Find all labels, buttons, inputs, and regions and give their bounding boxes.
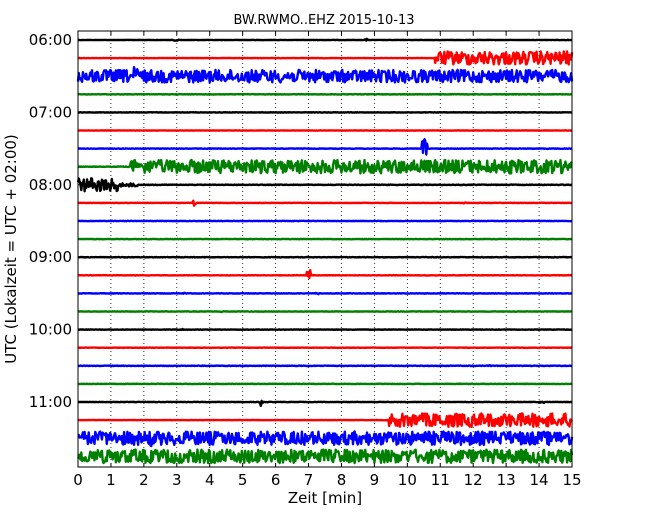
x-tick-label: 0 <box>73 471 83 489</box>
trace-0800 <box>78 178 572 191</box>
chart-title: BW.RWMO..EHZ 2015-10-13 <box>233 13 414 28</box>
x-tick-label: 1 <box>106 471 116 489</box>
trace-0815 <box>78 201 572 206</box>
trace-0845 <box>78 239 572 240</box>
x-tick-label: 14 <box>530 471 549 489</box>
trace-1030 <box>78 365 572 366</box>
x-tick-label: 5 <box>238 471 248 489</box>
x-tick-label: 11 <box>431 471 450 489</box>
trace-0730 <box>78 139 572 154</box>
x-tick-label: 8 <box>337 471 347 489</box>
trace-0630 <box>78 67 572 82</box>
trace-0615 <box>78 51 572 64</box>
x-tick-label: 4 <box>205 471 215 489</box>
x-tick-label: 12 <box>464 471 483 489</box>
y-tick-label: 10:00 <box>29 321 72 339</box>
x-tick-label: 10 <box>398 471 417 489</box>
trace-1115 <box>78 413 572 426</box>
x-tick-label: 6 <box>271 471 281 489</box>
trace-0600 <box>78 39 572 41</box>
trace-0745 <box>78 160 572 173</box>
x-tick-label: 2 <box>139 471 149 489</box>
y-axis-label: UTC (Lokalzeit = UTC + 02:00) <box>2 134 20 364</box>
x-tick-label: 9 <box>370 471 380 489</box>
trace-1145 <box>78 450 572 463</box>
trace-0830 <box>78 221 572 222</box>
y-tick-label: 07:00 <box>29 103 72 121</box>
trace-0945 <box>78 311 572 312</box>
y-tick-label: 11:00 <box>29 393 72 411</box>
trace-0915 <box>78 270 572 278</box>
y-tick-label: 08:00 <box>29 176 72 194</box>
x-tick-label: 13 <box>497 471 516 489</box>
x-tick-label: 7 <box>304 471 314 489</box>
trace-1100 <box>78 401 572 406</box>
trace-1130 <box>78 432 572 447</box>
y-tick-label: 09:00 <box>29 248 72 266</box>
trace-1000 <box>78 329 572 330</box>
x-tick-label: 3 <box>172 471 182 489</box>
x-axis-label: Zeit [min] <box>288 489 362 507</box>
x-tick-label: 15 <box>562 471 581 489</box>
trace-layer <box>78 39 572 463</box>
trace-0930 <box>78 293 572 294</box>
trace-1045 <box>78 384 572 385</box>
y-tick-label: 06:00 <box>29 31 72 49</box>
